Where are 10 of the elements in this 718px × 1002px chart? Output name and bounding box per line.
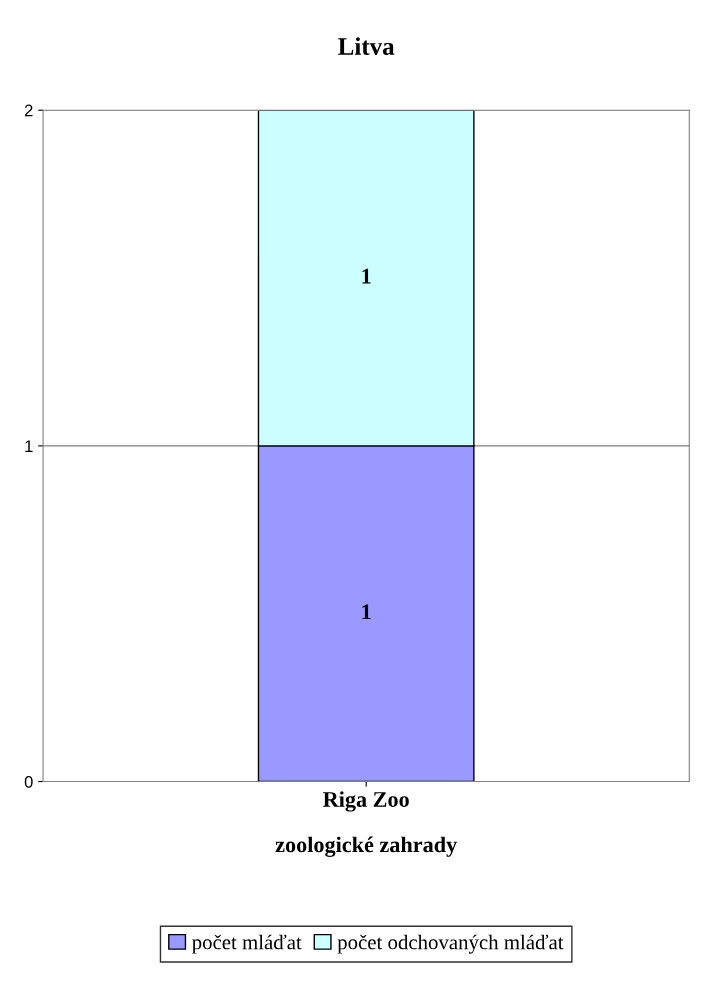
y-tick-label: 0	[24, 775, 33, 788]
chart-title: Litva	[338, 37, 395, 55]
data-label: 1	[362, 268, 371, 284]
y-tick-label: 1	[25, 440, 33, 452]
y-tick-label: 2	[24, 104, 33, 117]
data-label: 1	[362, 604, 371, 620]
x-axis-title: zoologické zahrady	[275, 836, 457, 857]
legend-label: počet odchovaných mláďat	[337, 934, 564, 954]
x-tick-label: Riga Zoo	[323, 791, 409, 812]
legend-label: počet mláďat	[192, 934, 302, 954]
